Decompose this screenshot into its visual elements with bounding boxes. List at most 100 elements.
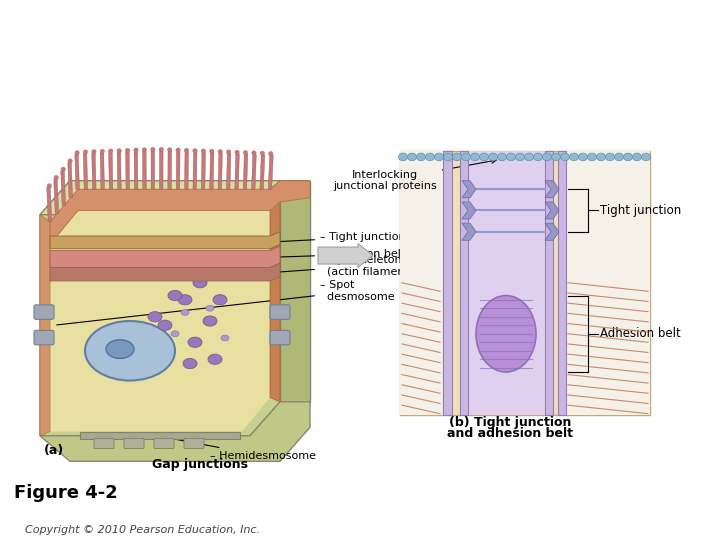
Polygon shape (54, 179, 58, 213)
Ellipse shape (85, 321, 175, 381)
Circle shape (452, 153, 462, 161)
Ellipse shape (188, 337, 202, 347)
Ellipse shape (150, 147, 155, 152)
FancyBboxPatch shape (124, 438, 144, 449)
Polygon shape (260, 155, 265, 189)
Circle shape (570, 153, 578, 161)
Polygon shape (50, 189, 270, 431)
Polygon shape (40, 215, 50, 436)
Ellipse shape (171, 331, 179, 337)
Text: Gap junctions: Gap junctions (152, 458, 248, 471)
Polygon shape (210, 153, 214, 189)
Polygon shape (68, 163, 73, 198)
Ellipse shape (201, 149, 206, 153)
Polygon shape (443, 151, 452, 415)
Circle shape (588, 153, 596, 161)
Polygon shape (565, 151, 650, 415)
Ellipse shape (142, 147, 147, 152)
Ellipse shape (218, 150, 222, 154)
FancyBboxPatch shape (270, 330, 290, 345)
Polygon shape (50, 246, 280, 267)
Ellipse shape (106, 340, 134, 359)
Circle shape (398, 153, 408, 161)
Text: – Adhesion belt: – Adhesion belt (275, 249, 405, 259)
Polygon shape (243, 154, 248, 189)
Circle shape (542, 153, 552, 161)
Polygon shape (400, 151, 445, 415)
Text: – Cytoskeleton
  (actin filaments): – Cytoskeleton (actin filaments) (275, 255, 419, 276)
Circle shape (426, 153, 434, 161)
Circle shape (614, 153, 624, 161)
Circle shape (498, 153, 506, 161)
Ellipse shape (109, 149, 113, 153)
Circle shape (596, 153, 606, 161)
Ellipse shape (203, 316, 217, 326)
Text: Figure 4-2: Figure 4-2 (14, 484, 118, 502)
Text: – Spot
  desmosome: – Spot desmosome (57, 280, 395, 325)
Circle shape (462, 153, 470, 161)
Polygon shape (143, 151, 146, 189)
Ellipse shape (183, 359, 197, 369)
Polygon shape (226, 154, 231, 189)
Circle shape (444, 153, 452, 161)
Polygon shape (75, 154, 79, 190)
Circle shape (552, 153, 560, 161)
Polygon shape (168, 151, 171, 189)
Circle shape (506, 153, 516, 161)
Circle shape (606, 153, 614, 161)
FancyBboxPatch shape (184, 438, 204, 449)
Polygon shape (218, 153, 222, 189)
Ellipse shape (168, 291, 182, 301)
FancyBboxPatch shape (34, 305, 54, 319)
Polygon shape (460, 151, 468, 415)
Circle shape (632, 153, 642, 161)
Polygon shape (184, 152, 189, 189)
Polygon shape (462, 223, 476, 240)
Polygon shape (545, 223, 559, 240)
Polygon shape (545, 151, 553, 415)
Circle shape (434, 153, 444, 161)
Ellipse shape (213, 295, 227, 305)
Polygon shape (125, 152, 130, 189)
Text: Adhesion belt: Adhesion belt (600, 327, 680, 340)
Polygon shape (545, 202, 559, 219)
Ellipse shape (100, 149, 104, 153)
Polygon shape (50, 181, 310, 245)
Ellipse shape (61, 167, 66, 171)
Ellipse shape (235, 150, 239, 154)
Ellipse shape (54, 176, 58, 180)
Polygon shape (558, 151, 566, 415)
Polygon shape (468, 151, 545, 415)
FancyBboxPatch shape (94, 438, 114, 449)
Polygon shape (270, 181, 280, 402)
Polygon shape (462, 202, 476, 219)
Polygon shape (47, 187, 52, 221)
Ellipse shape (75, 151, 79, 155)
Polygon shape (40, 181, 310, 215)
Ellipse shape (176, 148, 181, 152)
Text: Tight junction: Tight junction (600, 204, 681, 217)
Ellipse shape (269, 151, 273, 156)
Ellipse shape (68, 159, 73, 163)
Ellipse shape (260, 151, 264, 156)
Ellipse shape (210, 149, 214, 153)
Polygon shape (109, 153, 113, 189)
Circle shape (470, 153, 480, 161)
Polygon shape (60, 171, 66, 206)
Circle shape (480, 153, 488, 161)
FancyBboxPatch shape (34, 330, 54, 345)
Polygon shape (176, 152, 180, 189)
Polygon shape (280, 181, 310, 402)
Text: – Tight junction: – Tight junction (275, 232, 405, 242)
Text: (a): (a) (44, 444, 64, 457)
Polygon shape (50, 263, 280, 281)
Ellipse shape (84, 150, 88, 154)
Polygon shape (117, 152, 121, 189)
Polygon shape (40, 181, 280, 436)
Ellipse shape (125, 148, 130, 152)
Ellipse shape (193, 278, 207, 288)
Ellipse shape (47, 184, 52, 188)
Polygon shape (202, 153, 205, 189)
Ellipse shape (168, 147, 172, 152)
Circle shape (516, 153, 524, 161)
